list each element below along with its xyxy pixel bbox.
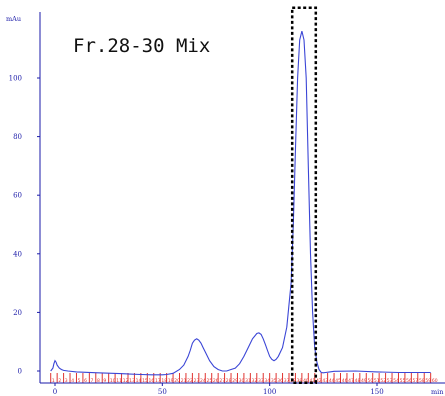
fraction-number: 41 — [310, 378, 316, 384]
fraction-number: 55 — [400, 378, 406, 384]
fraction-number: 54 — [393, 378, 399, 384]
fraction-number: 57 — [413, 378, 419, 384]
fraction-number: 30 — [239, 378, 245, 384]
y-axis-ticks: 0 20 40 60 80 100 — [9, 75, 40, 376]
fraction-number: 7 — [91, 378, 94, 384]
fraction-number: 3 — [65, 378, 68, 384]
fraction-number: 15 — [142, 378, 148, 384]
y-axis-unit-label: mAu — [6, 15, 21, 23]
fraction-number: 9 — [103, 378, 106, 384]
fraction-number: 49 — [361, 378, 367, 384]
x-tick-label: 100 — [263, 388, 276, 396]
fraction-number: 33 — [258, 378, 264, 384]
fraction-number: 34 — [264, 378, 270, 384]
fraction-number: 37 — [284, 378, 290, 384]
x-axis-unit-label: min — [431, 388, 443, 396]
fraction-number: 44 — [329, 378, 335, 384]
fraction-number: 16 — [149, 378, 155, 384]
fraction-number: 13 — [129, 378, 135, 384]
fraction-number: 22 — [187, 378, 193, 384]
fraction-number: 43 — [322, 378, 328, 384]
fraction-number: 2 — [58, 378, 61, 384]
fraction-number: 12 — [123, 378, 129, 384]
fraction-number: 5 — [78, 378, 81, 384]
fraction-number: 48 — [355, 378, 361, 384]
fraction-number: 60 — [432, 378, 438, 384]
fraction-number: 32 — [252, 378, 258, 384]
fraction-number: 11 — [116, 378, 122, 384]
fraction-number: 17 — [155, 378, 161, 384]
chart-title: Fr.28-30 Mix — [73, 35, 210, 57]
chromatogram-trace — [50, 30, 431, 376]
fraction-number: 21 — [181, 378, 187, 384]
fraction-number: 8 — [97, 378, 100, 384]
fraction-number: 14 — [136, 378, 142, 384]
fraction-number: 19 — [168, 378, 174, 384]
fraction-number: 35 — [271, 378, 277, 384]
fraction-number: 46 — [342, 378, 348, 384]
fraction-number: 36 — [277, 378, 283, 384]
fraction-number: 25 — [206, 378, 212, 384]
fraction-number: 10 — [110, 378, 116, 384]
x-tick-label: 50 — [158, 388, 167, 396]
fraction-number: 26 — [213, 378, 219, 384]
fraction-number: 56 — [406, 378, 412, 384]
fraction-number: 1 — [52, 378, 55, 384]
fraction-number: 6 — [84, 378, 87, 384]
fraction-number: 45 — [335, 378, 341, 384]
fraction-markers: 1 2 3 4 5 6 7 8 9 10 11 12 13 14 15 16 17 18 19 20 21 22 23 24 2… — [50, 373, 438, 384]
fraction-number: 53 — [387, 378, 393, 384]
fraction-number: 40 — [303, 378, 309, 384]
fraction-number: 20 — [174, 378, 180, 384]
fraction-number: 29 — [232, 378, 238, 384]
fraction-selection-box — [290, 6, 318, 384]
y-tick-label: 20 — [13, 309, 22, 317]
y-tick-label: 100 — [9, 75, 22, 83]
fraction-number: 47 — [348, 378, 354, 384]
y-tick-label: 80 — [13, 133, 22, 141]
fraction-number: 31 — [245, 378, 251, 384]
fraction-number: 28 — [226, 378, 232, 384]
fraction-number: 52 — [380, 378, 386, 384]
fraction-number: 39 — [297, 378, 303, 384]
fraction-number: 42 — [316, 378, 322, 384]
fraction-number: 18 — [161, 378, 167, 384]
y-tick-label: 60 — [13, 192, 22, 200]
y-tick-label: 40 — [13, 250, 22, 258]
x-axis-ticks: 0 50 100 150 — [53, 383, 384, 396]
y-tick-label: 0 — [18, 368, 22, 376]
x-tick-label: 0 — [53, 388, 57, 396]
fraction-number: 50 — [367, 378, 373, 384]
fraction-number: 27 — [219, 378, 225, 384]
fraction-number: 58 — [419, 378, 425, 384]
fraction-number: 4 — [71, 378, 74, 384]
x-tick-label: 150 — [370, 388, 383, 396]
fraction-number: 23 — [194, 378, 200, 384]
fraction-number: 51 — [374, 378, 380, 384]
fraction-number: 24 — [200, 378, 206, 384]
fraction-number: 59 — [425, 378, 431, 384]
